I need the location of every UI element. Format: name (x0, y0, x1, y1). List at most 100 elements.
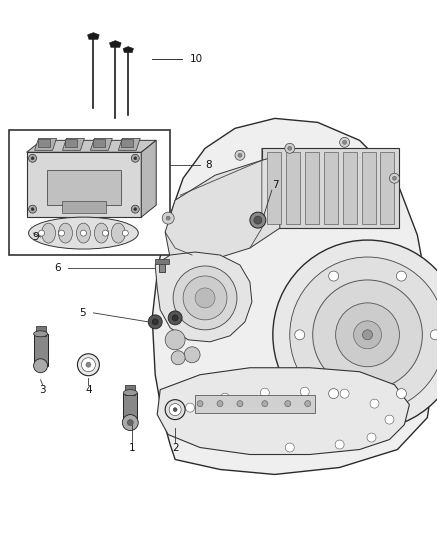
Circle shape (273, 240, 438, 430)
Bar (267, 152, 281, 224)
Circle shape (31, 208, 34, 211)
Ellipse shape (95, 223, 108, 243)
Circle shape (339, 138, 350, 147)
Bar (324, 152, 338, 224)
Circle shape (328, 389, 339, 399)
Polygon shape (157, 368, 410, 455)
Circle shape (262, 401, 268, 407)
Bar (34, 334, 48, 366)
Circle shape (343, 140, 346, 144)
Circle shape (195, 288, 215, 308)
Circle shape (285, 401, 291, 407)
Circle shape (169, 403, 181, 416)
Circle shape (86, 362, 91, 367)
Circle shape (39, 230, 45, 236)
Polygon shape (88, 33, 99, 39)
Polygon shape (165, 155, 280, 262)
Ellipse shape (111, 223, 125, 243)
Bar (93, 139, 106, 147)
Circle shape (285, 443, 294, 452)
Circle shape (285, 143, 295, 154)
Circle shape (165, 400, 185, 419)
Circle shape (370, 399, 379, 408)
Circle shape (430, 330, 438, 340)
Bar (46, 170, 121, 205)
Bar (343, 152, 357, 224)
Text: 3: 3 (39, 385, 46, 394)
Polygon shape (123, 46, 134, 53)
Circle shape (184, 347, 200, 363)
Text: 6: 6 (54, 263, 60, 273)
Circle shape (340, 389, 349, 398)
Bar (27, 152, 141, 217)
Bar (121, 139, 133, 147)
Circle shape (353, 321, 381, 349)
Circle shape (31, 157, 34, 160)
Bar (38, 139, 49, 147)
Bar (124, 393, 137, 423)
Circle shape (335, 440, 344, 449)
Ellipse shape (42, 223, 56, 243)
Text: 1: 1 (129, 442, 136, 453)
Circle shape (134, 208, 137, 211)
Text: 9: 9 (32, 232, 39, 242)
Polygon shape (35, 139, 57, 150)
Circle shape (235, 150, 245, 160)
Circle shape (134, 157, 137, 160)
Polygon shape (90, 139, 112, 150)
Circle shape (127, 419, 133, 425)
Circle shape (131, 154, 139, 162)
Circle shape (328, 271, 339, 281)
Circle shape (152, 319, 158, 325)
Polygon shape (27, 140, 156, 152)
Circle shape (300, 387, 309, 396)
Circle shape (313, 280, 422, 390)
Circle shape (131, 205, 139, 213)
Text: 5: 5 (79, 308, 85, 318)
Circle shape (78, 354, 99, 376)
Ellipse shape (28, 217, 138, 249)
Bar (361, 152, 375, 224)
Bar (195, 394, 314, 413)
Circle shape (237, 401, 243, 407)
Circle shape (254, 216, 262, 224)
Circle shape (396, 271, 406, 281)
Ellipse shape (77, 223, 90, 243)
Circle shape (183, 276, 227, 320)
Circle shape (173, 266, 237, 330)
Circle shape (305, 401, 311, 407)
Circle shape (389, 173, 399, 183)
Circle shape (122, 230, 128, 236)
Polygon shape (141, 140, 156, 217)
Text: 10: 10 (190, 53, 203, 63)
Text: 8: 8 (205, 160, 212, 170)
Circle shape (197, 401, 203, 407)
Circle shape (148, 315, 162, 329)
Circle shape (238, 154, 242, 157)
Bar (159, 262, 165, 272)
Polygon shape (118, 139, 140, 150)
Circle shape (336, 303, 399, 367)
Circle shape (186, 403, 194, 412)
Circle shape (81, 358, 95, 372)
Circle shape (173, 408, 177, 411)
Circle shape (288, 147, 292, 150)
Bar (125, 385, 135, 394)
Ellipse shape (124, 390, 137, 395)
Circle shape (290, 257, 438, 413)
Circle shape (34, 359, 48, 373)
Bar (262, 148, 399, 228)
Circle shape (260, 388, 269, 397)
Bar (155, 259, 169, 264)
Circle shape (166, 216, 170, 220)
Bar (305, 152, 319, 224)
Bar (286, 152, 300, 224)
Circle shape (28, 154, 37, 162)
Polygon shape (155, 252, 252, 342)
Circle shape (59, 230, 64, 236)
Circle shape (122, 415, 138, 431)
Circle shape (295, 330, 305, 340)
Circle shape (367, 433, 376, 442)
Circle shape (363, 330, 372, 340)
Circle shape (28, 205, 37, 213)
